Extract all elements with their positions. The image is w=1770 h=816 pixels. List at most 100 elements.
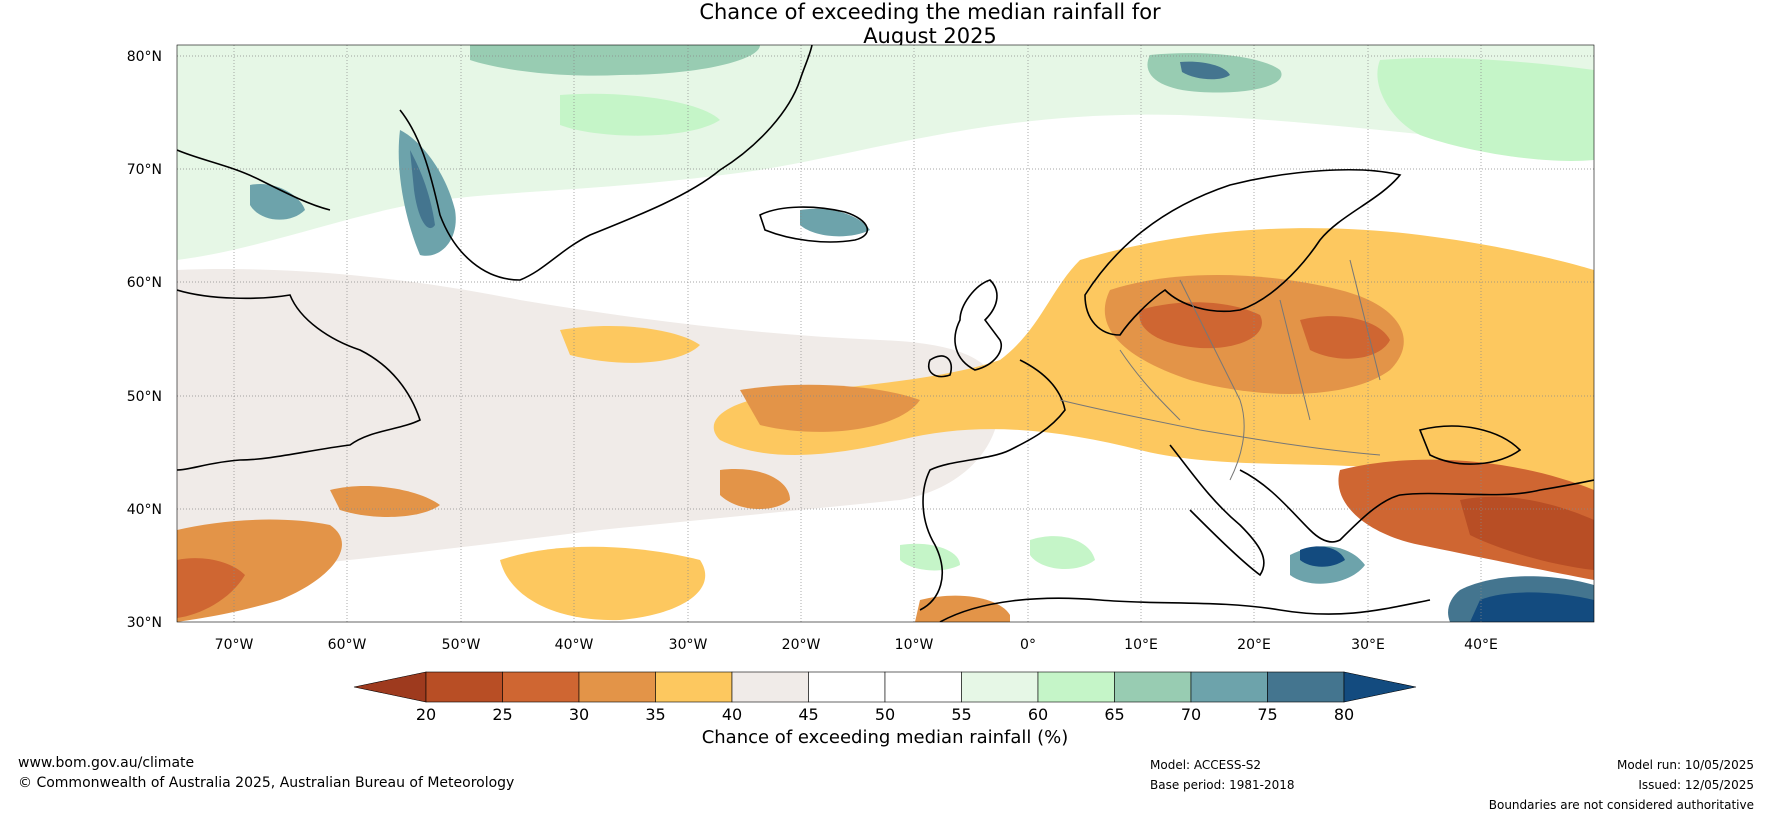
footer-left: www.bom.gov.au/climate © Commonwealth of… bbox=[18, 753, 514, 793]
greenland-coast bbox=[399, 45, 813, 281]
sw-atlantic-dry-core bbox=[177, 558, 245, 618]
lon-label: 60°W bbox=[328, 637, 367, 653]
colorbar-tick-label: 55 bbox=[951, 705, 971, 724]
colorbar-tick-label: 20 bbox=[416, 705, 436, 724]
colorbar-tick-label: 80 bbox=[1334, 705, 1354, 724]
atlantic-dry-5 bbox=[720, 469, 790, 510]
colorbar-extend-low bbox=[353, 671, 427, 703]
colorbar-tick-label: 40 bbox=[722, 705, 742, 724]
lon-label: 30°E bbox=[1351, 637, 1385, 653]
colorbar-segment bbox=[884, 671, 962, 703]
turkey-dry-core bbox=[1460, 496, 1594, 570]
lon-label: 0° bbox=[1020, 637, 1036, 653]
lon-label: 10°W bbox=[895, 637, 934, 653]
lon-label: 40°W bbox=[555, 637, 594, 653]
longitude-labels: 70°W 60°W 50°W 40°W 30°W 20°W 10°W 0° 10… bbox=[215, 637, 1498, 653]
aegean-wet-core bbox=[1300, 546, 1345, 567]
baffin-wet bbox=[250, 184, 305, 220]
sardinia-wet bbox=[1030, 536, 1095, 570]
colorbar-segment bbox=[1267, 671, 1345, 703]
colorbar-tick-label: 50 bbox=[875, 705, 895, 724]
britain-coast bbox=[954, 279, 1002, 371]
model-name: Model: ACCESS-S2 bbox=[1150, 758, 1262, 772]
baffin-coast bbox=[177, 149, 331, 211]
ireland-coast bbox=[928, 355, 952, 378]
colorbar-tick-label: 65 bbox=[1104, 705, 1124, 724]
colorbar-segment bbox=[425, 671, 503, 703]
borders bbox=[1059, 259, 1381, 481]
colorbar-segment bbox=[1114, 671, 1192, 703]
lat-label: 80°N bbox=[127, 49, 162, 65]
lat-label: 50°N bbox=[127, 389, 162, 405]
issued-date: Issued: 12/05/2025 bbox=[1638, 778, 1754, 792]
greenland-sea-wet bbox=[560, 93, 720, 136]
lat-label: 70°N bbox=[127, 162, 162, 178]
colorbar-tick-label: 75 bbox=[1257, 705, 1277, 724]
lat-label: 60°N bbox=[127, 275, 162, 291]
greenland-wet-core bbox=[470, 45, 760, 76]
lon-label: 10°E bbox=[1124, 637, 1158, 653]
lon-label: 20°W bbox=[782, 637, 821, 653]
colorbar-segment bbox=[1037, 671, 1115, 703]
colorbar-tick-label: 35 bbox=[645, 705, 665, 724]
iceland-coast bbox=[759, 206, 869, 243]
lat-label: 30°N bbox=[127, 615, 162, 631]
colorbar-tick-label: 60 bbox=[1028, 705, 1048, 724]
colorbar-segment bbox=[502, 671, 580, 703]
website-link[interactable]: www.bom.gov.au/climate bbox=[18, 755, 195, 771]
map-area bbox=[177, 45, 1594, 622]
base-period: Base period: 1981-2018 bbox=[1150, 778, 1295, 792]
title-line-2: August 2025 bbox=[863, 24, 997, 48]
title-line-1: Chance of exceeding the median rainfall … bbox=[699, 0, 1161, 24]
colorbar-segment bbox=[808, 671, 886, 703]
wet-regions bbox=[177, 45, 1594, 622]
colorbar: 20 25 30 35 40 45 50 55 60 65 70 75 80 bbox=[353, 671, 1417, 724]
western-europe-coast bbox=[919, 359, 1066, 611]
copyright: © Commonwealth of Australia 2025, Austra… bbox=[18, 775, 515, 791]
morocco-dry bbox=[915, 595, 1010, 622]
colorbar-tick-label: 45 bbox=[798, 705, 818, 724]
north-america-coast bbox=[177, 289, 421, 471]
colorbar-segment bbox=[961, 671, 1039, 703]
footer-model-info: Model: ACCESS-S2 Base period: 1981-2018 bbox=[1150, 755, 1295, 795]
disclaimer: Boundaries are not considered authoritat… bbox=[1488, 798, 1754, 812]
chart-title: Chance of exceeding the median rainfall … bbox=[0, 0, 1770, 48]
colorbar-tick-label: 70 bbox=[1181, 705, 1201, 724]
model-run: Model run: 10/05/2025 bbox=[1616, 758, 1754, 772]
italy-coast bbox=[1169, 444, 1265, 577]
svalbard-wet-core bbox=[1180, 61, 1230, 80]
map-frame bbox=[176, 44, 1595, 623]
lon-label: 70°W bbox=[215, 637, 254, 653]
west-greenland-wet-core bbox=[410, 150, 435, 229]
lon-label: 40°E bbox=[1464, 637, 1498, 653]
levant-wet-core bbox=[1470, 592, 1594, 622]
scandinavia-coast bbox=[1084, 168, 1402, 336]
north-africa-coast bbox=[939, 597, 1431, 622]
iceland-wet bbox=[800, 208, 870, 237]
colorbar-tick-label: 30 bbox=[569, 705, 589, 724]
colorbar-segment bbox=[578, 671, 656, 703]
latitude-labels: 80°N 70°N 60°N 50°N 40°N 30°N bbox=[127, 49, 162, 631]
balkans-turkey-coast bbox=[1239, 469, 1594, 543]
footer-run-info: Model run: 10/05/2025 Issued: 12/05/2025… bbox=[1489, 755, 1754, 815]
iberia-wet bbox=[900, 543, 960, 571]
colorbar-label: Chance of exceeding median rainfall (%) bbox=[701, 727, 1069, 748]
lon-label: 50°W bbox=[442, 637, 481, 653]
barents-wet bbox=[1377, 58, 1594, 161]
arctic-wet-area bbox=[177, 45, 1594, 260]
grid-lines bbox=[177, 45, 1594, 622]
lat-label: 40°N bbox=[127, 502, 162, 518]
belarus-dry-core bbox=[1300, 316, 1390, 359]
atlantic-dry-1 bbox=[560, 325, 700, 363]
lon-label: 20°E bbox=[1237, 637, 1271, 653]
black-sea-coast bbox=[1418, 425, 1522, 465]
atlantic-dry-4 bbox=[500, 546, 706, 621]
lon-label: 30°W bbox=[669, 637, 708, 653]
atlantic-dry-2 bbox=[740, 384, 920, 432]
colorbar-extend-high bbox=[1343, 671, 1417, 703]
colorbar-tick-label: 25 bbox=[492, 705, 512, 724]
dry-regions bbox=[177, 228, 1594, 622]
europe-dry-core bbox=[1139, 302, 1262, 349]
colorbar-segment bbox=[655, 671, 733, 703]
